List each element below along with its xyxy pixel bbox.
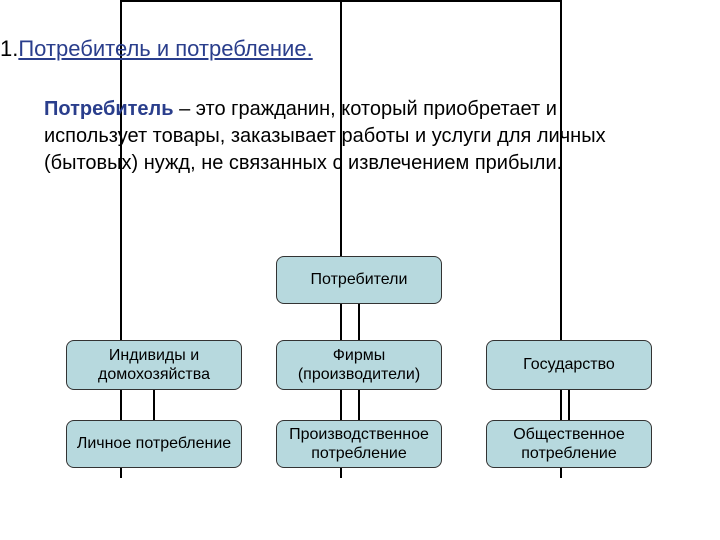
node-pers: Личное потребление: [66, 420, 242, 468]
node-firm: Фирмы (производители): [276, 340, 442, 390]
connector: [358, 390, 360, 420]
node-root: Потребители: [276, 256, 442, 304]
heading-text: Потребитель и потребление.: [18, 36, 312, 61]
bg-line: [340, 0, 342, 478]
bg-line: [560, 0, 562, 478]
connector: [568, 390, 570, 420]
node-prod: Производственное потребление: [276, 420, 442, 468]
definition-text: Потребитель – это гражданин, который при…: [44, 96, 644, 177]
connector: [153, 390, 155, 420]
bg-line: [120, 0, 122, 478]
definition-term: Потребитель: [44, 98, 174, 120]
connector: [358, 304, 360, 340]
heading-number: 1.: [0, 36, 18, 61]
node-pub: Общественное потребление: [486, 420, 652, 468]
section-heading-wrap: 1.Потребитель и потребление.: [0, 36, 313, 62]
node-gov: Государство: [486, 340, 652, 390]
node-ind: Индивиды и домохозяйства: [66, 340, 242, 390]
